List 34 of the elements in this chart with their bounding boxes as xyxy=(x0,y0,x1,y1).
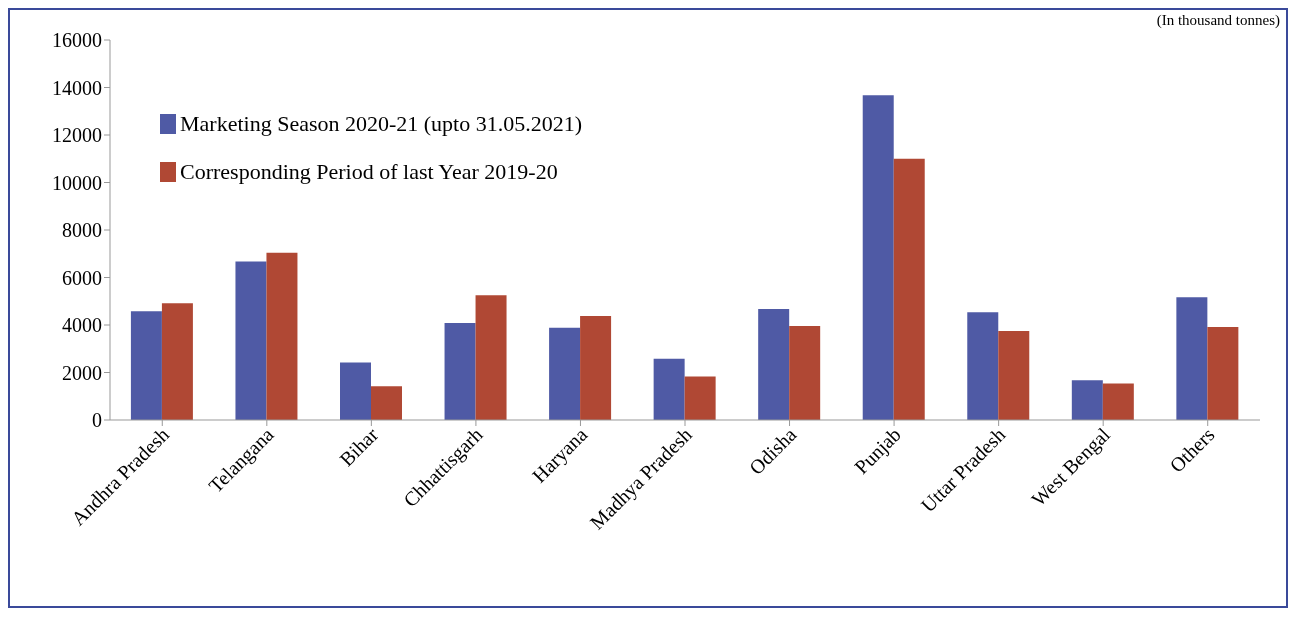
bar xyxy=(653,358,685,420)
bar xyxy=(161,303,193,420)
bar xyxy=(580,315,612,420)
bar xyxy=(130,311,162,420)
bar xyxy=(1207,326,1239,420)
bar xyxy=(684,376,716,420)
y-tick-label: 16000 xyxy=(52,29,102,52)
bar xyxy=(967,312,999,420)
bar xyxy=(1071,380,1103,420)
y-tick-label: 14000 xyxy=(52,76,102,99)
bar xyxy=(1176,297,1208,420)
bar xyxy=(758,309,790,420)
bar xyxy=(235,261,267,420)
y-tick-label: 8000 xyxy=(62,219,102,242)
bar xyxy=(371,386,402,420)
bar xyxy=(862,95,894,420)
y-tick-label: 0 xyxy=(92,409,102,432)
y-tick-label: 10000 xyxy=(52,171,102,194)
bar xyxy=(475,295,507,420)
bar xyxy=(340,362,371,420)
bar xyxy=(998,330,1030,420)
legend-label: Marketing Season 2020-21 (upto 31.05.2021) xyxy=(180,111,583,137)
bar xyxy=(893,158,925,420)
legend-label: Corresponding Period of last Year 2019-20 xyxy=(180,159,558,185)
bar xyxy=(266,252,298,420)
y-tick-label: 6000 xyxy=(62,266,102,289)
bar xyxy=(549,327,581,420)
bar xyxy=(1102,383,1134,420)
y-tick-label: 2000 xyxy=(62,361,102,384)
text: (In thousand tonnes) xyxy=(1156,12,1280,29)
bar xyxy=(444,323,476,420)
bar xyxy=(789,325,821,420)
y-tick-label: 12000 xyxy=(52,124,102,147)
y-tick-label: 4000 xyxy=(62,314,102,337)
